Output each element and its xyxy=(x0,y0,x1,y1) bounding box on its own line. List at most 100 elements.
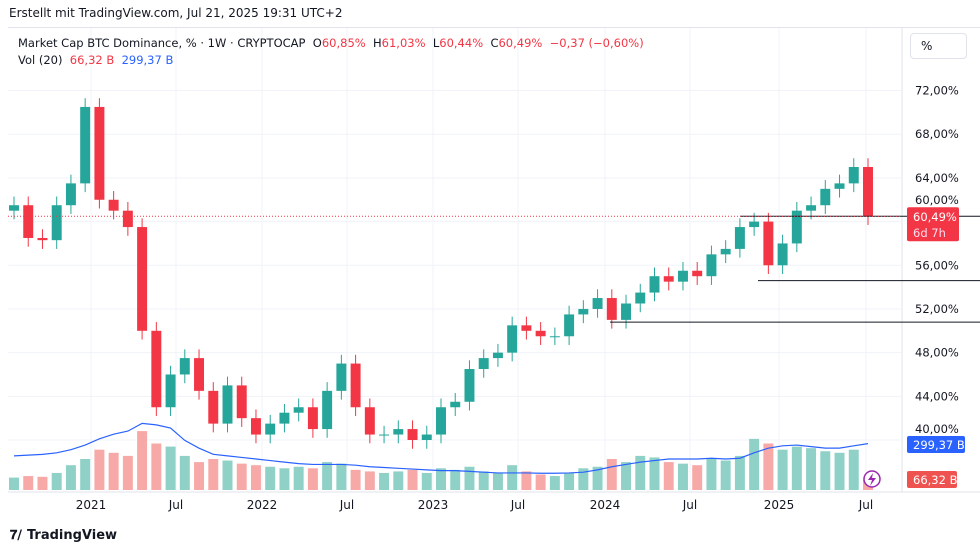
x-tick-label: Jul xyxy=(510,498,525,512)
volume-bar xyxy=(521,471,532,490)
candle-body xyxy=(165,374,176,408)
price-tag xyxy=(907,207,959,242)
candle-body xyxy=(407,429,418,440)
candle-body xyxy=(549,336,560,338)
volume-bar xyxy=(379,472,390,490)
candle-body xyxy=(834,183,845,189)
volume-bar xyxy=(677,463,688,490)
y-tick-label: 72,00% xyxy=(915,84,959,98)
chart-frame xyxy=(8,27,980,493)
volume-bar xyxy=(777,449,788,490)
volume-value: 66,32 B xyxy=(69,53,115,67)
percent-scale-button[interactable]: % xyxy=(910,33,967,59)
candle-body xyxy=(564,314,575,337)
volume-bar xyxy=(250,465,261,490)
volume-bar xyxy=(9,477,19,490)
candle-body xyxy=(791,210,802,244)
high-value: 61,03% xyxy=(381,36,426,50)
brand-name: TradingView xyxy=(26,528,118,543)
candle-body xyxy=(635,292,646,304)
volume-bar xyxy=(208,459,219,490)
volume-ma-line xyxy=(13,422,869,474)
x-tick-label: Jul xyxy=(858,498,873,512)
volume-bar xyxy=(720,460,731,490)
candle-body xyxy=(364,407,375,435)
low-value: 60,44% xyxy=(439,36,484,50)
volume-bar xyxy=(549,476,560,490)
volume-bar xyxy=(635,455,646,490)
y-tick-label: 68,00% xyxy=(915,127,959,141)
volume-bar xyxy=(336,463,347,490)
candle-body xyxy=(763,221,774,266)
volume-bar xyxy=(293,466,304,490)
candle-body xyxy=(863,167,873,217)
candle-body xyxy=(379,434,390,436)
close-value: 60,49% xyxy=(498,36,543,50)
candle-body xyxy=(521,325,532,331)
lightning-glyph xyxy=(868,473,876,486)
volume-bar xyxy=(492,472,503,490)
candle-body xyxy=(37,237,48,241)
volume-tag xyxy=(907,471,957,488)
candle-body xyxy=(80,106,91,184)
candle-body xyxy=(436,407,446,435)
low-label: L xyxy=(432,36,440,50)
volume-ma-tag-value: 299,37 B xyxy=(913,438,965,452)
candle-body xyxy=(208,390,219,424)
candle-body xyxy=(265,423,276,435)
volume-bar xyxy=(322,462,333,490)
candle-body xyxy=(307,407,318,430)
volume-bar xyxy=(478,471,489,490)
y-tick-label: 44,00% xyxy=(915,389,959,403)
tv-logo-icon: 𝟕∕ xyxy=(10,528,22,543)
x-tick-label: Jul xyxy=(682,498,697,512)
x-tick-label: Jul xyxy=(168,498,183,512)
volume-bar xyxy=(806,448,817,490)
candle-body xyxy=(777,243,788,266)
candle-body xyxy=(293,407,304,413)
candle-body xyxy=(663,276,674,282)
symbol-title[interactable]: Market Cap BTC Dominance, % · 1W · CRYPT… xyxy=(18,36,306,50)
volume-bar xyxy=(706,459,717,490)
candle-body xyxy=(621,303,632,320)
volume-bar xyxy=(236,463,247,490)
volume-bar xyxy=(179,455,190,490)
volume-bar xyxy=(507,465,518,490)
candle-body xyxy=(236,385,247,419)
volume-bar xyxy=(535,474,546,490)
candle-body xyxy=(122,210,133,228)
volume-tag-value: 66,32 B xyxy=(913,473,958,487)
candle-body xyxy=(720,248,731,255)
candle-body xyxy=(421,434,432,440)
volume-bar xyxy=(663,462,674,490)
candle-body xyxy=(578,308,589,315)
candle-body xyxy=(734,227,745,249)
candle-body xyxy=(464,369,475,402)
volume-bar xyxy=(407,469,418,490)
candle-body xyxy=(535,330,546,337)
candle-body xyxy=(179,358,190,375)
candle-body xyxy=(51,205,62,241)
candle-body xyxy=(492,352,503,359)
price-tag-value: 60,49% xyxy=(913,210,957,224)
volume-ma-value: 299,37 B xyxy=(121,53,174,67)
volume-label[interactable]: Vol (20) xyxy=(18,53,63,67)
candle-body xyxy=(450,401,461,408)
tradingview-logo: 𝟕∕ TradingView xyxy=(10,528,117,543)
high-label: H xyxy=(373,36,382,50)
y-tick-label: 56,00% xyxy=(915,258,959,272)
volume-bar xyxy=(222,460,233,490)
volume-bar xyxy=(265,466,276,490)
candle-body xyxy=(749,221,760,228)
volume-bar xyxy=(65,465,76,490)
volume-bar xyxy=(791,446,802,490)
y-tick-label: 40,00% xyxy=(915,422,959,436)
candle-body xyxy=(692,270,703,277)
volume-bar xyxy=(137,431,148,490)
candle-body xyxy=(820,188,831,206)
volume-bar xyxy=(621,462,632,490)
volume-bar xyxy=(692,465,703,490)
x-tick-label: 2022 xyxy=(247,498,278,512)
candle-body xyxy=(137,227,148,331)
